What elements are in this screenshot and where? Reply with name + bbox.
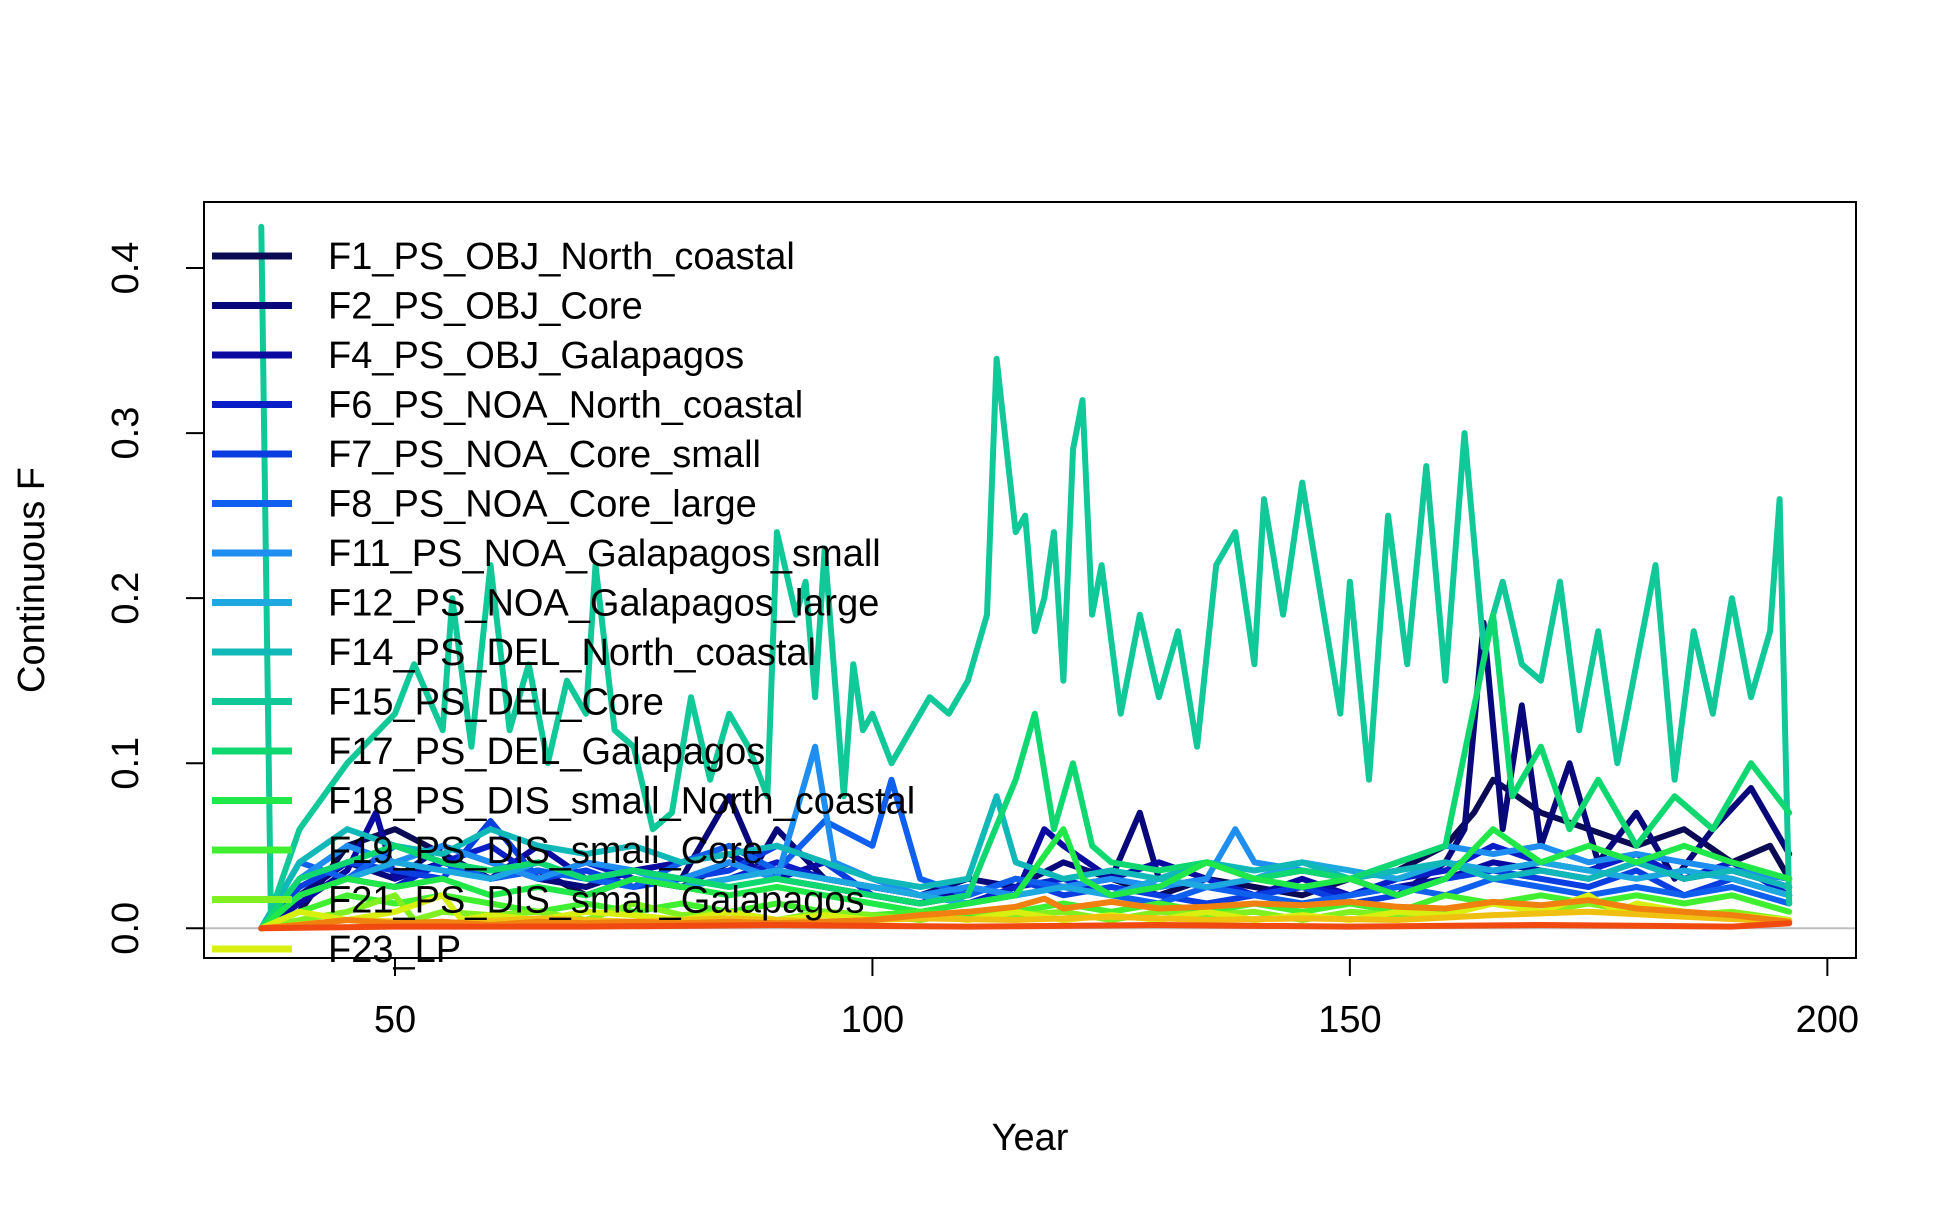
legend-label-11: F17_PS_DEL_Galapagos [328, 731, 765, 773]
x-tick-label-3: 150 [1318, 999, 1381, 1041]
legend-label-2: F2_PS_OBJ_Core [328, 286, 643, 328]
legend-label-7: F11_PS_NOA_Galapagos_small [328, 533, 881, 575]
legend-label-15: F23_LP [328, 929, 461, 971]
y-axis: 0.0 0.1 0.2 0.3 0.4 [105, 242, 205, 955]
series-line-10 [258, 223, 1793, 915]
series-line-11 [258, 611, 1793, 932]
legend-label-14: F21_PS_DIS_small_Galapagos [328, 880, 865, 922]
legend-label-1: F1_PS_OBJ_North_coastal [328, 236, 795, 278]
x-tick-label-1: 50 [374, 999, 416, 1041]
x-axis: 50 100 150 200 [374, 957, 1859, 1041]
y-tick-label-1: 0.0 [105, 902, 147, 955]
legend-label-13: F19_PS_DIS_small_Core [328, 830, 763, 872]
y-tick-label-3: 0.2 [105, 572, 147, 625]
series-line-17 [258, 895, 1793, 932]
y-tick-label-4: 0.3 [105, 407, 147, 460]
legend-label-3: F4_PS_OBJ_Galapagos [328, 335, 744, 377]
legend-label-4: F6_PS_NOA_North_coastal [328, 385, 803, 427]
legend-label-5: F7_PS_NOA_Core_small [328, 434, 761, 476]
series-layer [204, 223, 1856, 932]
legend-label-12: F18_PS_DIS_small_North_coastal [328, 781, 915, 823]
series-line-12 [258, 826, 1793, 932]
legend-label-10: F15_PS_DEL_Core [328, 682, 664, 724]
legend-label-8: F12_PS_NOA_Galapagos_large [328, 583, 879, 625]
series-line-6 [258, 776, 1793, 932]
legend: F1_PS_OBJ_North_coastal F2_PS_OBJ_Core F4_… [212, 236, 915, 971]
x-tick-label-4: 200 [1796, 999, 1859, 1041]
y-tick-label-5: 0.4 [105, 242, 147, 295]
legend-label-9: F14_PS_DEL_North_coastal [328, 632, 816, 674]
y-tick-label-2: 0.1 [105, 737, 147, 790]
series-line-2 [258, 619, 1793, 932]
x-tick-label-2: 100 [841, 999, 904, 1041]
legend-label-6: F8_PS_NOA_Core_large [328, 484, 757, 526]
series-line-9 [258, 793, 1793, 932]
series-line-18 [258, 920, 1793, 932]
y-axis-label: Continuous F [11, 467, 53, 693]
series-line-16 [258, 908, 1793, 932]
series-line-4 [258, 842, 1793, 932]
x-axis-label: Year [992, 1117, 1069, 1159]
